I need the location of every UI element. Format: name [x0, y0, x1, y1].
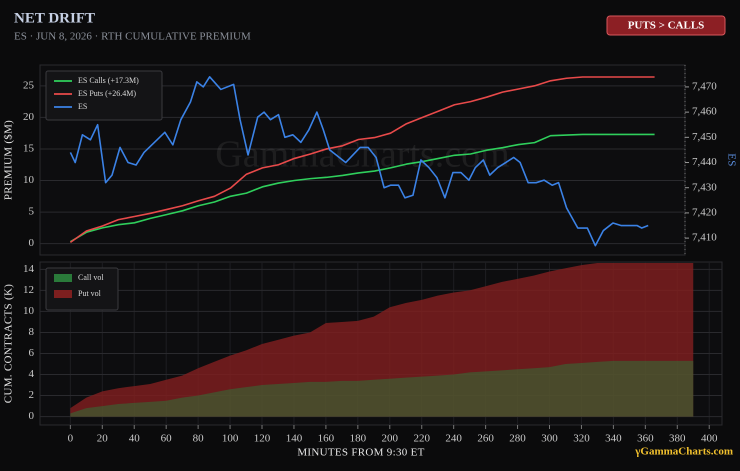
page-subtitle: ES · JUN 8, 2026 · RTH CUMULATIVE PREMIU… — [14, 31, 251, 43]
y2-tick-label: 7,470 — [692, 80, 717, 92]
legend-swatch — [54, 290, 72, 298]
legend-label: ES — [78, 102, 87, 111]
y-tick-label: 0 — [29, 410, 35, 422]
y-axis-label: PREMIUM ($M) — [3, 120, 15, 200]
y2-tick-label: 7,430 — [692, 181, 717, 193]
x-tick-label: 140 — [286, 433, 303, 445]
x-tick-label: 300 — [541, 433, 558, 445]
x-tick-label: 360 — [637, 433, 654, 445]
x-tick-label: 80 — [193, 433, 205, 445]
x-axis-label: MINUTES FROM 9:30 ET — [297, 447, 424, 459]
x-tick-label: 280 — [509, 433, 526, 445]
x-tick-label: 100 — [222, 433, 239, 445]
x-tick-label: 20 — [97, 433, 109, 445]
y2-axis-label: ES — [725, 153, 737, 166]
y-tick-label: 12 — [23, 284, 34, 296]
x-tick-label: 220 — [413, 433, 430, 445]
brand: γGammaCharts.com — [634, 446, 733, 458]
y-tick-label: 10 — [23, 305, 35, 317]
y-tick-label: 25 — [23, 79, 35, 91]
y-tick-label: 10 — [23, 174, 35, 186]
y2-tick-label: 7,460 — [692, 106, 717, 118]
badge-box — [606, 15, 726, 36]
page-title: NET DRIFT — [14, 10, 95, 26]
legend-box — [45, 70, 163, 121]
y2-tick-label: 7,440 — [692, 156, 717, 168]
legend-label: ES Puts (+26.4M) — [78, 89, 136, 98]
x-tick-label: 200 — [382, 433, 399, 445]
badge: PUTS > CALLS — [628, 20, 705, 32]
x-tick-label: 380 — [669, 433, 686, 445]
y-tick-label: 5 — [29, 206, 35, 218]
x-tick-label: 180 — [350, 433, 367, 445]
y-axis-label: CUM. CONTRACTS (K) — [3, 284, 15, 403]
y2-tick-label: 7,420 — [692, 206, 717, 218]
series-line — [69, 76, 655, 244]
y-tick-label: 2 — [29, 389, 35, 401]
y-tick-label: 20 — [23, 111, 35, 123]
legend-label: ES Calls (+17.3M) — [78, 76, 139, 85]
y-tick-label: 8 — [29, 326, 35, 338]
legend-swatch — [54, 274, 72, 282]
x-tick-label: 40 — [129, 433, 141, 445]
x-tick-label: 320 — [573, 433, 590, 445]
series-line — [70, 133, 655, 243]
y2-tick-label: 7,410 — [692, 232, 717, 244]
x-tick-label: 340 — [605, 433, 622, 445]
series-line — [69, 76, 649, 247]
y-tick-label: 14 — [23, 263, 35, 275]
x-tick-label: 400 — [701, 433, 718, 445]
x-tick-label: 260 — [477, 433, 494, 445]
series-area — [70, 360, 694, 417]
x-tick-label: 160 — [318, 433, 335, 445]
x-tick-label: 0 — [68, 433, 74, 445]
x-tick-label: 120 — [254, 433, 271, 445]
legend-label: Put vol — [78, 289, 102, 298]
x-tick-label: 240 — [445, 433, 462, 445]
plots: 05101520257,4107,4207,4307,4407,4507,460… — [3, 64, 737, 459]
y-tick-label: 15 — [23, 142, 35, 154]
y-tick-label: 0 — [29, 237, 35, 249]
y2-tick-label: 7,450 — [692, 131, 717, 143]
legend-label: Call vol — [78, 273, 104, 282]
y-tick-label: 6 — [29, 347, 35, 359]
x-tick-label: 60 — [161, 433, 173, 445]
y-tick-label: 4 — [29, 368, 35, 380]
